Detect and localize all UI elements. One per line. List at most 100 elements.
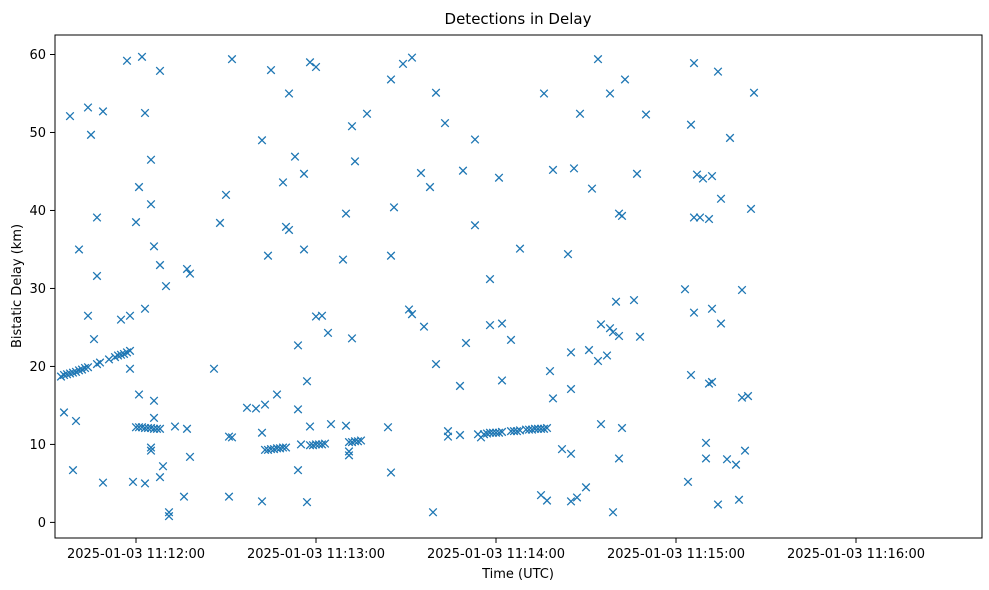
- data-point: [182, 424, 192, 434]
- y-tick-label: 20: [29, 360, 46, 375]
- data-point: [533, 424, 543, 434]
- data-point: [221, 190, 231, 200]
- data-point: [425, 182, 435, 192]
- data-point: [59, 408, 69, 417]
- data-point: [494, 428, 504, 437]
- data-point: [611, 297, 621, 306]
- data-point: [602, 351, 612, 360]
- data-point: [572, 493, 582, 502]
- data-point: [185, 452, 195, 462]
- data-point: [299, 169, 309, 179]
- data-point: [83, 311, 93, 321]
- data-point: [146, 199, 156, 209]
- data-point: [632, 169, 642, 179]
- data-point: [569, 164, 579, 173]
- data-point: [455, 430, 465, 440]
- data-point: [686, 370, 696, 380]
- data-point: [83, 103, 93, 112]
- data-point: [98, 107, 108, 116]
- data-point: [302, 376, 312, 386]
- data-point: [614, 331, 624, 341]
- y-tick-label: 0: [38, 516, 46, 531]
- data-point: [440, 118, 450, 128]
- data-point: [485, 274, 495, 284]
- x-axis-ticks: 2025-01-03 11:12:00 2025-01-03 11:13:00 20…: [67, 538, 925, 562]
- data-point: [164, 511, 174, 521]
- data-point: [383, 423, 393, 432]
- data-point: [506, 335, 516, 345]
- data-point: [323, 328, 333, 338]
- data-point: [596, 419, 606, 429]
- data-point: [140, 423, 150, 433]
- data-point: [146, 443, 156, 452]
- data-point: [443, 426, 453, 436]
- data-point: [260, 400, 270, 409]
- data-point: [326, 419, 336, 429]
- data-point: [125, 364, 135, 374]
- data-point: [122, 56, 132, 65]
- data-point: [407, 53, 417, 62]
- data-point: [80, 363, 90, 373]
- data-point: [215, 218, 225, 228]
- data-point: [497, 319, 507, 328]
- data-point: [416, 168, 426, 178]
- data-point: [281, 443, 291, 452]
- data-point: [614, 454, 624, 463]
- data-point: [299, 245, 309, 254]
- data-point: [71, 416, 81, 426]
- data-point: [98, 478, 108, 487]
- data-point: [257, 428, 267, 437]
- data-point: [155, 472, 165, 482]
- data-point: [488, 428, 498, 437]
- data-point: [362, 109, 372, 119]
- data-point: [338, 255, 348, 264]
- data-point: [587, 184, 597, 193]
- data-point: [293, 341, 303, 350]
- data-point: [182, 264, 192, 274]
- data-point: [725, 133, 735, 143]
- data-point: [74, 245, 84, 254]
- data-point: [140, 108, 150, 118]
- data-point: [617, 211, 627, 221]
- data-point: [311, 62, 321, 72]
- data-point: [542, 423, 552, 433]
- data-point: [86, 130, 96, 140]
- data-point: [89, 334, 99, 344]
- plot-frame: [54, 34, 983, 539]
- data-point: [707, 171, 717, 181]
- data-point: [722, 454, 732, 464]
- data-point: [128, 477, 138, 487]
- data-point: [224, 492, 234, 501]
- data-point: [386, 251, 396, 260]
- data-point: [92, 271, 102, 281]
- data-point: [161, 281, 171, 291]
- data-point: [95, 358, 105, 367]
- data-point: [146, 446, 156, 455]
- data-point: [341, 209, 351, 218]
- data-point: [242, 403, 252, 413]
- data-point: [179, 492, 189, 501]
- data-point: [284, 89, 294, 98]
- data-point: [575, 109, 585, 119]
- data-point: [125, 311, 135, 321]
- data-point: [737, 285, 747, 295]
- data-point: [497, 427, 507, 437]
- data-point: [431, 359, 441, 369]
- data-point: [584, 345, 594, 355]
- data-point: [557, 444, 567, 454]
- data-point: [515, 244, 525, 253]
- data-point: [431, 88, 441, 97]
- data-point: [692, 170, 702, 179]
- data-point: [629, 295, 639, 305]
- y-axis-ticks: 0 10 20 30 40 50 60: [29, 48, 55, 531]
- data-point: [698, 174, 708, 183]
- data-point: [701, 438, 711, 448]
- data-point: [713, 67, 723, 76]
- data-point: [224, 432, 234, 441]
- data-point: [185, 269, 195, 278]
- x-tick-label: 2025-01-03 11:13:00: [247, 547, 385, 562]
- data-point: [593, 54, 603, 64]
- data-point: [740, 446, 750, 455]
- data-point: [311, 440, 321, 449]
